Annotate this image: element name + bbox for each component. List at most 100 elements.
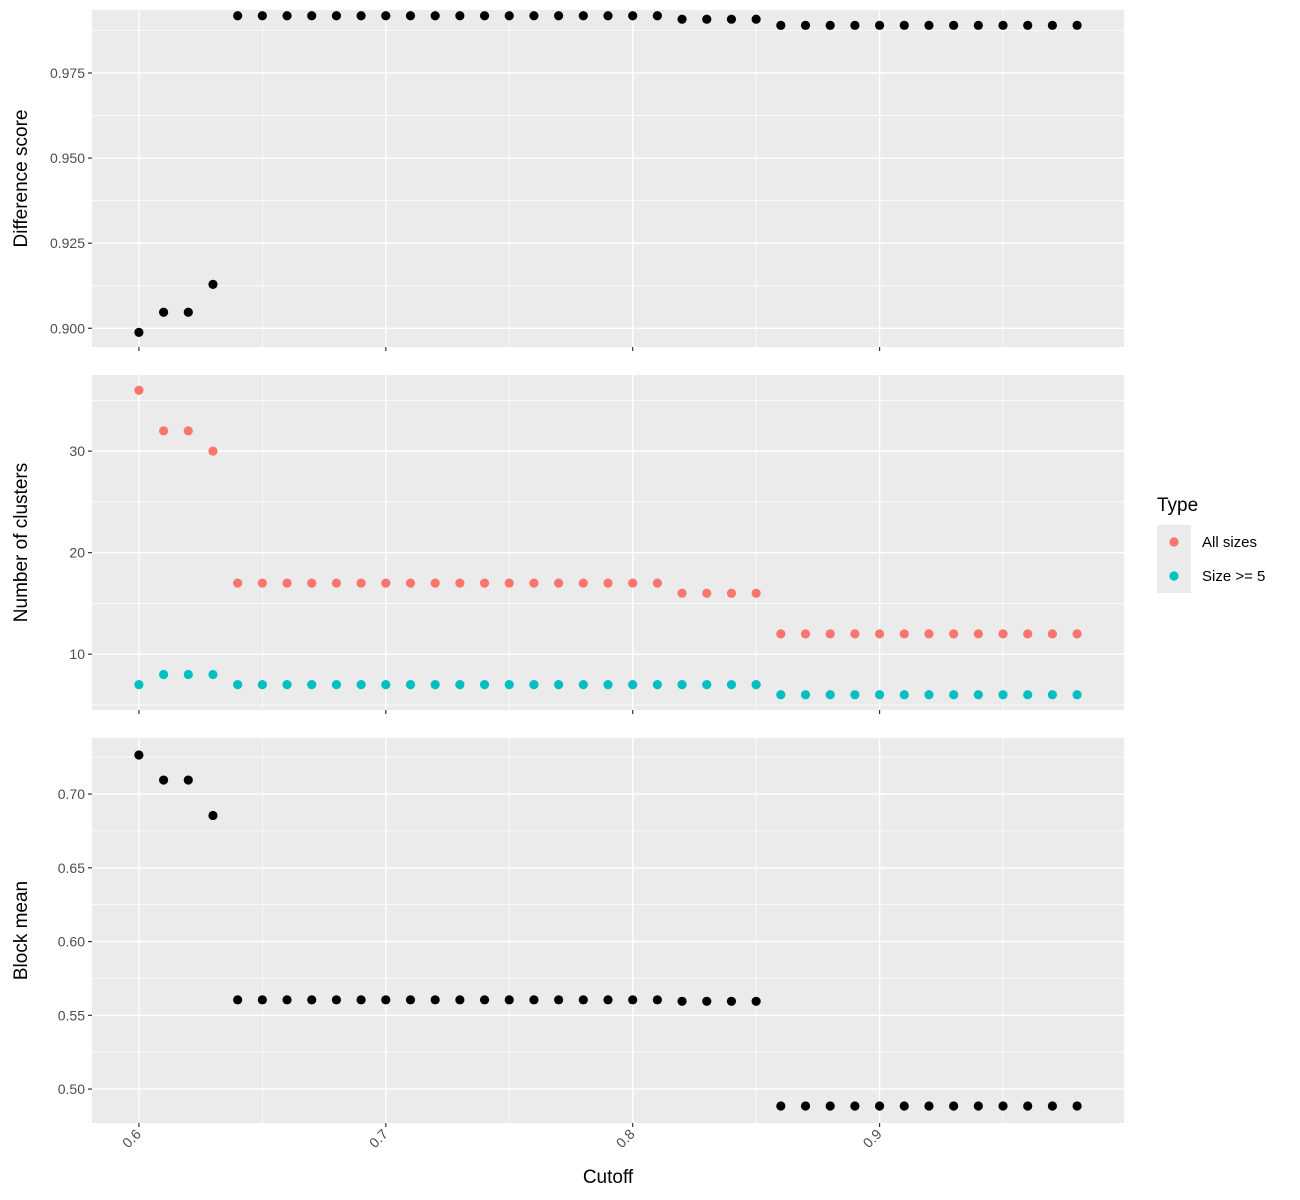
data-point-bottom-series xyxy=(158,775,169,785)
y-tick-label-middle: 10 xyxy=(69,646,85,662)
data-point-middle-size-5 xyxy=(430,680,440,690)
data-point-bottom-series xyxy=(529,995,539,1005)
data-point-middle-size-5 xyxy=(134,680,144,690)
data-point-middle-all-sizes xyxy=(233,578,243,588)
data-point-bottom-series xyxy=(924,1101,934,1111)
data-point-top-series xyxy=(282,11,292,21)
data-point-top-series xyxy=(233,11,243,21)
data-point-bottom-series xyxy=(430,995,440,1005)
data-point-middle-size-5 xyxy=(356,680,366,690)
data-point-top-series xyxy=(652,11,662,21)
data-point-middle-size-5 xyxy=(381,680,391,690)
data-point-middle-size-5 xyxy=(158,669,169,680)
data-point-middle-size-5 xyxy=(603,680,613,690)
data-point-middle-size-5 xyxy=(455,680,465,690)
data-point-top-series xyxy=(1047,20,1058,30)
data-point-middle-size-5 xyxy=(702,680,712,690)
data-point-bottom-series xyxy=(702,996,712,1006)
data-point-top-series xyxy=(973,20,983,30)
data-point-middle-size-5 xyxy=(331,680,342,690)
panel-background-middle xyxy=(92,375,1124,710)
data-point-middle-all-sizes xyxy=(998,629,1008,639)
data-point-middle-size-5 xyxy=(776,690,786,700)
y-axis-title-middle: Number of clusters xyxy=(11,463,32,622)
x-axis-title: Cutoff xyxy=(583,1167,634,1188)
y-tick-label-bottom: 0.70 xyxy=(58,786,85,802)
y-axis-title-top: Difference score xyxy=(11,110,32,248)
data-point-middle-size-5 xyxy=(924,690,934,700)
legend-key-size-5 xyxy=(1169,571,1179,581)
data-point-top-series xyxy=(800,20,811,30)
data-point-middle-size-5 xyxy=(800,690,811,700)
data-point-bottom-series xyxy=(183,775,193,785)
data-point-bottom-series xyxy=(381,995,391,1005)
data-point-bottom-series xyxy=(899,1101,909,1111)
data-point-bottom-series xyxy=(652,995,662,1005)
data-point-top-series xyxy=(1023,20,1033,30)
data-point-middle-size-5 xyxy=(628,680,638,690)
data-point-middle-size-5 xyxy=(1072,690,1082,700)
data-point-top-series xyxy=(405,11,416,21)
data-point-middle-size-5 xyxy=(183,669,193,680)
data-point-bottom-series xyxy=(751,996,761,1006)
y-axis-title-bottom: Block mean xyxy=(11,881,32,980)
data-point-middle-all-sizes xyxy=(924,629,934,639)
data-point-middle-size-5 xyxy=(233,680,243,690)
data-point-middle-all-sizes xyxy=(356,578,366,588)
data-point-middle-all-sizes xyxy=(331,578,342,588)
data-point-middle-size-5 xyxy=(307,680,317,690)
data-point-top-series xyxy=(356,11,366,21)
data-point-top-series xyxy=(578,11,588,21)
data-point-top-series xyxy=(554,11,564,21)
data-point-middle-all-sizes xyxy=(554,578,564,588)
data-point-top-series xyxy=(479,11,490,21)
data-point-bottom-series xyxy=(628,995,638,1005)
legend-label-all-sizes: All sizes xyxy=(1202,534,1257,551)
data-point-bottom-series xyxy=(949,1101,959,1111)
data-point-top-series xyxy=(850,20,860,30)
data-point-middle-all-sizes xyxy=(455,578,465,588)
data-point-middle-all-sizes xyxy=(702,588,712,598)
data-point-middle-all-sizes xyxy=(603,578,613,588)
data-point-bottom-series xyxy=(578,995,588,1005)
data-point-top-series xyxy=(134,327,144,337)
data-point-bottom-series xyxy=(1047,1101,1058,1111)
data-point-bottom-series xyxy=(356,995,366,1005)
panel-background-bottom xyxy=(92,738,1124,1123)
data-point-middle-all-sizes xyxy=(578,578,588,588)
data-point-middle-size-5 xyxy=(998,690,1008,700)
data-point-middle-size-5 xyxy=(949,690,959,700)
data-point-middle-all-sizes xyxy=(282,578,292,588)
data-point-middle-size-5 xyxy=(973,690,983,700)
data-point-top-series xyxy=(158,307,169,317)
data-point-middle-size-5 xyxy=(479,680,490,690)
legend-title: Type xyxy=(1157,495,1198,516)
legend-key-all-sizes xyxy=(1169,537,1179,547)
y-tick-label-middle: 30 xyxy=(69,443,85,459)
data-point-middle-size-5 xyxy=(825,690,835,700)
data-point-top-series xyxy=(702,14,712,24)
y-tick-label-top: 0.975 xyxy=(50,65,85,81)
data-point-middle-size-5 xyxy=(405,680,416,690)
data-point-top-series xyxy=(726,14,737,24)
data-point-bottom-series xyxy=(874,1101,885,1111)
data-point-bottom-series xyxy=(455,995,465,1005)
data-point-bottom-series xyxy=(331,995,342,1005)
data-point-middle-all-sizes xyxy=(257,578,267,588)
data-point-middle-all-sizes xyxy=(899,629,909,639)
data-point-middle-all-sizes xyxy=(850,629,860,639)
panel-background-top xyxy=(92,10,1124,347)
data-point-top-series xyxy=(825,20,835,30)
data-point-top-series xyxy=(183,307,193,317)
data-point-middle-size-5 xyxy=(257,680,267,690)
y-tick-label-bottom: 0.65 xyxy=(58,860,85,876)
data-point-top-series xyxy=(430,11,440,21)
data-point-middle-size-5 xyxy=(578,680,588,690)
data-point-middle-size-5 xyxy=(529,680,539,690)
x-tick-label: 0.6 xyxy=(119,1126,144,1151)
data-point-top-series xyxy=(381,11,391,21)
data-point-top-series xyxy=(628,11,638,21)
data-point-top-series xyxy=(776,20,786,30)
data-point-bottom-series xyxy=(825,1101,835,1111)
y-tick-label-bottom: 0.50 xyxy=(58,1081,85,1097)
